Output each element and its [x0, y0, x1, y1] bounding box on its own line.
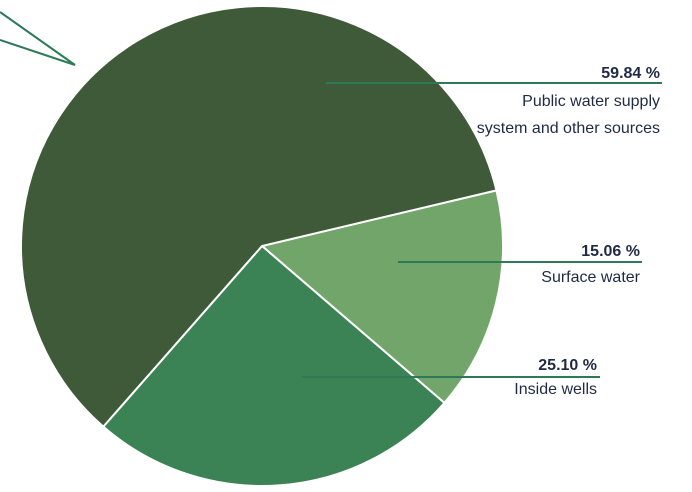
- pie-slice-surface-water: [259, 189, 504, 405]
- slice-label-public-water-supply-line-1: Public water supply: [522, 93, 660, 110]
- pie-slices: [20, 5, 504, 487]
- data-label-public-water-supply: 59.84 %: [601, 65, 660, 82]
- data-label-surface-water: 15.06 %: [581, 243, 640, 260]
- slice-label-inside-wells: Inside wells: [514, 381, 597, 398]
- callout-arrow: [0, 11, 76, 66]
- slice-labels: 59.84 % Public water supply system and oth…: [302, 65, 662, 398]
- data-label-inside-wells: 25.10 %: [538, 357, 597, 374]
- slice-label-public-water-supply-line-2: system and other sources: [477, 120, 660, 137]
- slice-label-surface-water: Surface water: [541, 269, 640, 286]
- pie-slice-public-water-supply: [20, 5, 498, 429]
- pie-slice-inside-wells: [101, 244, 446, 487]
